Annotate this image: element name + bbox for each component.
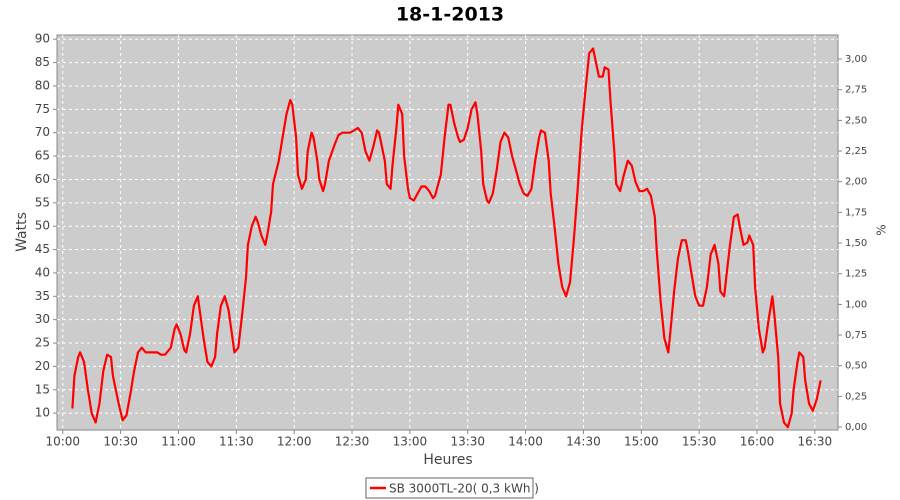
series-line (71, 47, 822, 429)
y-tick-label: 15 (35, 382, 50, 396)
plot-area (56, 34, 839, 431)
y2-tick-label: 0,25 (845, 391, 867, 402)
y2-tick-label: 1,50 (845, 238, 867, 249)
y2-tick-label: 0,50 (845, 361, 867, 372)
legend-label: SB 3000TL-20( 0,3 kWh ) (389, 482, 539, 496)
x-tick-label: 13:00 (393, 435, 428, 449)
y-tick-label: 50 (35, 219, 50, 233)
x-tick-label: 16:00 (740, 435, 775, 449)
x-tick-label: 10:00 (45, 435, 80, 449)
y-tick-label: 20 (35, 359, 50, 373)
legend (365, 477, 534, 499)
y-tick-label: 30 (35, 312, 50, 326)
y2-tick-label: 3,00 (845, 54, 867, 65)
x-tick-label: 13:30 (450, 435, 485, 449)
y-tick-label: 75 (35, 102, 50, 116)
x-tick-label: 12:00 (277, 435, 312, 449)
y-tick-label: 80 (35, 78, 50, 92)
y-tick-label: 25 (35, 336, 50, 350)
y-tick-label: 70 (35, 125, 50, 139)
y-tick-label: 55 (35, 195, 50, 209)
x-tick-label: 15:30 (682, 435, 717, 449)
y2-tick-label: 2,50 (845, 115, 867, 126)
x-tick-label: 11:00 (161, 435, 196, 449)
x-tick-label: 12:30 (335, 435, 370, 449)
x-tick-label: 16:30 (798, 435, 833, 449)
x-tick-label: 14:00 (508, 435, 543, 449)
y-axis-label: Watts (14, 212, 30, 252)
y-tick-label: 35 (35, 289, 50, 303)
x-tick-label: 14:30 (566, 435, 601, 449)
y-tick-label: 40 (35, 265, 50, 279)
y2-tick-label: 2,25 (845, 146, 867, 157)
y2-tick-label: 1,75 (845, 207, 867, 218)
y2-tick-label: 2,75 (845, 85, 867, 96)
y2-tick-label: 2,00 (845, 177, 867, 188)
x-tick-label: 10:30 (103, 435, 138, 449)
y2-tick-label: 0,75 (845, 330, 867, 341)
y-tick-label: 90 (35, 32, 50, 46)
y-tick-label: 85 (35, 55, 50, 69)
y2-axis-label: % (875, 224, 889, 235)
x-tick-label: 11:30 (219, 435, 254, 449)
y-tick-label: 45 (35, 242, 50, 256)
y2-tick-label: 1,25 (845, 269, 867, 280)
y2-tick-label: 0,00 (845, 422, 867, 433)
y-tick-label: 10 (35, 406, 50, 420)
y2-tick-label: 1,00 (845, 299, 867, 310)
x-tick-label: 15:00 (624, 435, 659, 449)
x-axis-label: Heures (423, 452, 472, 468)
chart-title: 18-1-2013 (396, 4, 504, 26)
y-tick-label: 65 (35, 149, 50, 163)
y-tick-label: 60 (35, 172, 50, 186)
